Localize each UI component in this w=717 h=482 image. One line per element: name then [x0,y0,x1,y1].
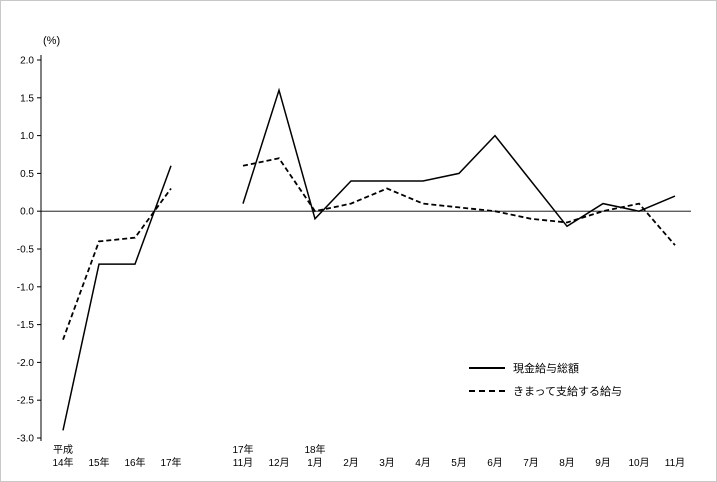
x-tick-label: 12月 [268,457,289,469]
series-line-contractual-earnings [62,187,172,341]
chart-legend: 現金給与総額 きまって支給する給与 [469,356,622,402]
legend-label: きまって支給する給与 [513,385,623,398]
legend-item-contractual-earnings: きまって支給する給与 [469,379,622,402]
x-tick-label: 7月 [523,457,539,469]
y-tick-label: -1.5 [17,320,35,331]
dashed-line-sample-icon [469,389,505,392]
y-tick-label: -0.5 [17,245,35,256]
x-tick-label: 6月 [487,457,503,469]
legend-item-total-cash-earnings: 現金給与総額 [469,356,622,379]
y-tick-label: -2.0 [17,358,35,369]
x-tick-label-era: 17年 [232,443,253,456]
y-tick-label: 0.0 [20,207,34,218]
y-tick-label: 1.0 [20,131,34,142]
y-tick-label: 1.5 [20,93,34,104]
x-tick-label: 11月 [665,457,685,469]
legend-label: 現金給与総額 [513,362,579,375]
y-tick-label: 2.0 [20,56,34,67]
x-tick-label-era: 18年 [304,443,325,456]
x-tick-label: 9月 [595,457,611,469]
y-axis-unit-label: (%) [43,35,61,47]
x-tick-label: 5月 [451,457,467,469]
x-tick-label: 8月 [559,457,575,469]
x-tick-label-era: 平成 [53,444,73,456]
series-line-total-cash-earnings [62,165,172,431]
y-tick-label: -3.0 [17,434,35,445]
x-tick-label: 14年 [52,456,73,469]
x-tick-label: 2月 [343,457,359,469]
x-tick-label: 4月 [415,457,431,469]
x-tick-label: 16年 [124,456,145,469]
x-tick-label: 10月 [628,457,649,469]
x-tick-label: 15年 [88,456,109,469]
solid-line-sample-icon [469,366,505,369]
y-tick-label: 0.5 [20,169,34,180]
x-tick-label: 17年 [160,456,181,469]
x-tick-label: 11月 [233,457,253,469]
x-tick-label: 3月 [379,457,395,469]
y-tick-label: -1.0 [17,282,35,293]
series-line-total-cash-earnings [242,87,676,228]
x-tick-label: 1月 [307,457,323,469]
y-tick-label: -2.5 [17,396,35,407]
series-line-contractual-earnings [242,157,676,246]
